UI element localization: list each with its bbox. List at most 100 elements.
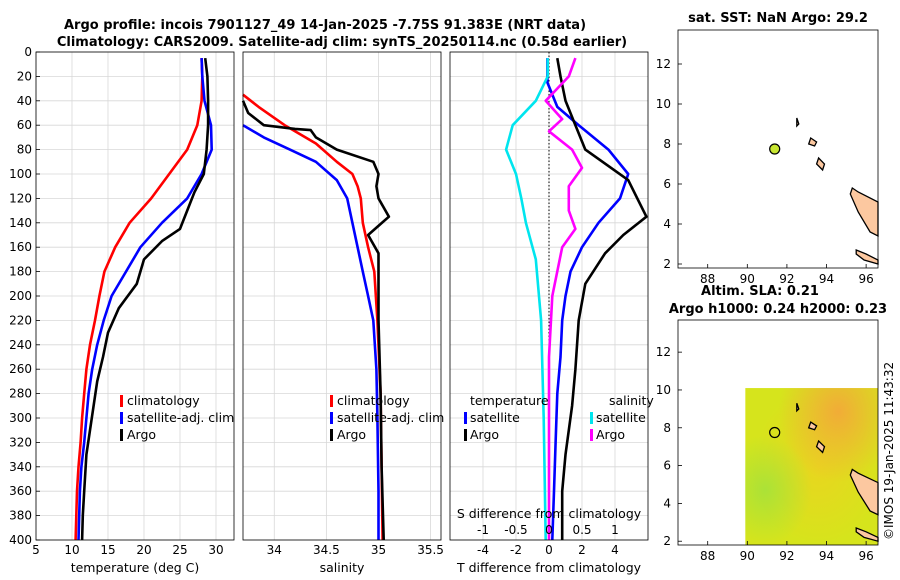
lat-tick-label: 4 (663, 217, 671, 231)
argo-float-marker (769, 426, 781, 439)
x-tick-label: 30 (208, 543, 223, 557)
x-tick-label: 25 (172, 543, 187, 557)
lon-tick-label: 96 (858, 549, 873, 563)
legend-swatch-climatology (120, 395, 123, 407)
lat-tick-label: 12 (656, 57, 671, 71)
s-tick-label: 0.5 (572, 523, 591, 537)
legend-label-argo: Argo (337, 427, 366, 442)
temperature-legend: climatology satellite-adj. clim Argo (120, 393, 234, 442)
s-tick-label: -0.5 (504, 523, 527, 537)
y-tick-label: 340 (9, 460, 32, 474)
x-axis-label: salinity (320, 560, 365, 575)
series-line-climatology (74, 58, 204, 541)
legend-label-satellite: satellite-adj. clim (127, 410, 234, 425)
lon-tick-label: 88 (700, 272, 715, 286)
lat-tick-label: 12 (656, 345, 671, 359)
y-tick-label: 380 (9, 509, 32, 523)
legend-swatch-satellite (120, 412, 123, 424)
plot-frame (242, 51, 442, 541)
y-tick-label: 100 (9, 167, 32, 181)
legend-swatch-argo (120, 429, 123, 441)
y-tick-label: 360 (9, 484, 32, 498)
legend-label-s-satellite: satellite (596, 410, 646, 425)
series-line-satellite-adj-clim (77, 58, 213, 541)
lon-tick-label: 94 (819, 272, 834, 286)
figure-title-line1: Argo profile: incois 7901127_49 14-Jan-2… (64, 18, 586, 33)
x-tick-label: 35.5 (417, 543, 444, 557)
y-tick-label: 160 (9, 240, 32, 254)
y-tick-label: 200 (9, 289, 32, 303)
legend-swatch-s-satellite (590, 412, 593, 424)
series-line-t-argo (556, 57, 648, 540)
legend-swatch-t-satellite (464, 412, 467, 424)
sla-map-panel: 88 90 92 94 96 2 4 6 8 10 12 (656, 319, 879, 563)
series-line-s-argo (544, 57, 584, 540)
map-frame (677, 319, 879, 546)
y-tick-label: 20 (17, 69, 32, 83)
lat-tick-label: 10 (656, 383, 671, 397)
lon-tick-label: 92 (779, 549, 794, 563)
x-tick-label: 15 (100, 543, 115, 557)
legend-swatch-t-argo (464, 429, 467, 441)
lat-tick-label: 4 (663, 496, 671, 510)
sst-map-title: sat. SST: NaN Argo: 29.2 (688, 11, 868, 26)
land-outline (796, 402, 800, 413)
salinity-panel: 34 34.5 35 35.5 salinity (241, 51, 444, 575)
lat-tick-label: 2 (663, 257, 671, 271)
y-tick-label: 400 (9, 533, 32, 547)
x-tick-label: 35 (371, 543, 386, 557)
s-tick-label: -1 (477, 523, 489, 537)
lon-tick-label: 94 (819, 549, 834, 563)
y-tick-label: 60 (17, 118, 32, 132)
x-tick-label: 2 (578, 543, 586, 557)
y-tick-label: 280 (9, 387, 32, 401)
x-tick-label: 20 (136, 543, 151, 557)
x-tick-label: -4 (477, 543, 489, 557)
y-tick-label: 120 (9, 191, 32, 205)
x-tick-label: 10 (64, 543, 79, 557)
map-frame (677, 29, 879, 269)
x-tick-label: 4 (611, 543, 619, 557)
y-tick-label: 40 (17, 94, 32, 108)
y-tick-label: 300 (9, 411, 32, 425)
land-outline (815, 156, 826, 172)
y-tick-label: 240 (9, 338, 32, 352)
sla-map-title-line2: Argo h1000: 0.24 h2000: 0.23 (669, 302, 887, 317)
y-tick-label: 220 (9, 313, 32, 327)
y-tick-label: 180 (9, 265, 32, 279)
lon-tick-label: 90 (740, 549, 755, 563)
x-axis-label: temperature (deg C) (71, 560, 200, 575)
figure-title-line2: Climatology: CARS2009. Satellite-adj cli… (57, 35, 627, 50)
y-tick-label: 0 (24, 45, 32, 59)
lat-tick-label: 2 (663, 534, 671, 548)
imos-credit: ©IMOS 19-Jan-2025 11:43:32 (882, 362, 896, 540)
lon-tick-label: 96 (858, 272, 873, 286)
difference-panel: -4 -2 0 2 4 T difference from climatology S di… (449, 51, 649, 575)
lat-tick-label: 6 (663, 459, 671, 473)
land-outline (849, 468, 879, 516)
s-axis-label: S difference from climatology (457, 506, 642, 521)
temperature-panel: 0 20 40 60 80 100 120 140 160 180 200 220 240 260 280 3… (9, 45, 235, 575)
legend-title-temperature: temperature (470, 393, 549, 408)
x-tick-label: 0 (545, 543, 553, 557)
x-tick-label: 34 (267, 543, 282, 557)
y-tick-label: 80 (17, 143, 32, 157)
legend-title-salinity: salinity (609, 393, 654, 408)
sla-map-title-line1: Altim. SLA: 0.21 (701, 284, 819, 299)
sla-field-low (745, 388, 878, 545)
plot-frame (449, 51, 649, 541)
salinity-legend: climatology satellite-adj. clim Argo (330, 393, 444, 442)
legend-label-argo: Argo (127, 427, 156, 442)
difference-legend: temperature satellite Argo salinity sate… (464, 393, 654, 442)
series-line-t-satellite (546, 58, 630, 541)
legend-label-climatology: climatology (337, 393, 410, 408)
legend-label-s-argo: Argo (596, 427, 625, 442)
series-line-argo (241, 100, 391, 541)
y-tick-label: 320 (9, 435, 32, 449)
lon-tick-label: 90 (740, 272, 755, 286)
x-axis-label: T difference from climatology (456, 560, 642, 575)
x-tick-label: -2 (510, 543, 522, 557)
s-tick-label: 0 (545, 523, 553, 537)
lat-tick-label: 6 (663, 177, 671, 191)
